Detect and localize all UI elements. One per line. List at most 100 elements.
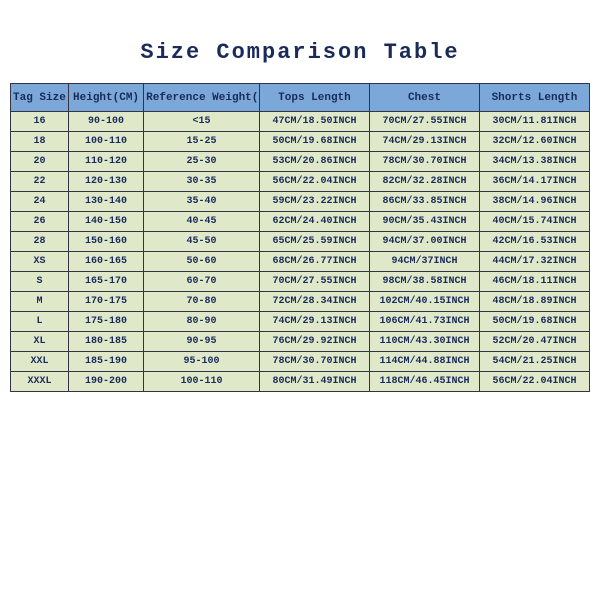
cell: 170-175: [68, 292, 143, 312]
cell: 50CM/19.68INCH: [259, 132, 369, 152]
cell: 34CM/13.38INCH: [479, 152, 589, 172]
cell: 185-190: [68, 352, 143, 372]
cell: 40CM/15.74INCH: [479, 212, 589, 232]
cell: 50-60: [144, 252, 260, 272]
cell: XL: [11, 332, 69, 352]
table-row: 18100-11015-2550CM/19.68INCH74CM/29.13IN…: [11, 132, 590, 152]
cell: 94CM/37.00INCH: [369, 232, 479, 252]
col-chest: Chest: [369, 84, 479, 112]
cell: 59CM/23.22INCH: [259, 192, 369, 212]
cell: 110CM/43.30INCH: [369, 332, 479, 352]
cell: 16: [11, 112, 69, 132]
table-body: 1690-100<1547CM/18.50INCH70CM/27.55INCH3…: [11, 112, 590, 392]
cell: 60-70: [144, 272, 260, 292]
cell: 68CM/26.77INCH: [259, 252, 369, 272]
cell: 95-100: [144, 352, 260, 372]
cell: 18: [11, 132, 69, 152]
cell: 100-110: [68, 132, 143, 152]
cell: S: [11, 272, 69, 292]
cell: 52CM/20.47INCH: [479, 332, 589, 352]
cell: 56CM/22.04INCH: [259, 172, 369, 192]
table-row: XL180-18590-9576CM/29.92INCH110CM/43.30I…: [11, 332, 590, 352]
cell: 102CM/40.15INCH: [369, 292, 479, 312]
cell: 90CM/35.43INCH: [369, 212, 479, 232]
cell: 47CM/18.50INCH: [259, 112, 369, 132]
cell: 24: [11, 192, 69, 212]
cell: 120-130: [68, 172, 143, 192]
cell: 26: [11, 212, 69, 232]
cell: <15: [144, 112, 260, 132]
cell: 62CM/24.40INCH: [259, 212, 369, 232]
page-title: Size Comparison Table: [10, 40, 590, 65]
cell: 35-40: [144, 192, 260, 212]
cell: 44CM/17.32INCH: [479, 252, 589, 272]
cell: 38CM/14.96INCH: [479, 192, 589, 212]
cell: 25-30: [144, 152, 260, 172]
table-row: XXL185-19095-10078CM/30.70INCH114CM/44.8…: [11, 352, 590, 372]
table-row: 24130-14035-4059CM/23.22INCH86CM/33.85IN…: [11, 192, 590, 212]
cell: 48CM/18.89INCH: [479, 292, 589, 312]
cell: 160-165: [68, 252, 143, 272]
size-comparison-table: Tag Size Height(CM) Reference Weight(KG)…: [10, 83, 590, 392]
cell: M: [11, 292, 69, 312]
cell: 180-185: [68, 332, 143, 352]
col-shorts-len: Shorts Length: [479, 84, 589, 112]
cell: 15-25: [144, 132, 260, 152]
cell: 100-110: [144, 372, 260, 392]
cell: L: [11, 312, 69, 332]
cell: 78CM/30.70INCH: [259, 352, 369, 372]
cell: 175-180: [68, 312, 143, 332]
cell: 70CM/27.55INCH: [259, 272, 369, 292]
col-tops-len: Tops Length: [259, 84, 369, 112]
cell: 82CM/32.28INCH: [369, 172, 479, 192]
cell: 70-80: [144, 292, 260, 312]
cell: 40-45: [144, 212, 260, 232]
col-height: Height(CM): [68, 84, 143, 112]
cell: 30-35: [144, 172, 260, 192]
cell: 74CM/29.13INCH: [259, 312, 369, 332]
cell: 80CM/31.49INCH: [259, 372, 369, 392]
cell: 74CM/29.13INCH: [369, 132, 479, 152]
cell: 46CM/18.11INCH: [479, 272, 589, 292]
table-row: 20110-12025-3053CM/20.86INCH78CM/30.70IN…: [11, 152, 590, 172]
cell: 94CM/37INCH: [369, 252, 479, 272]
cell: 118CM/46.45INCH: [369, 372, 479, 392]
cell: XS: [11, 252, 69, 272]
cell: 86CM/33.85INCH: [369, 192, 479, 212]
table-row: 26140-15040-4562CM/24.40INCH90CM/35.43IN…: [11, 212, 590, 232]
cell: 32CM/12.60INCH: [479, 132, 589, 152]
cell: 190-200: [68, 372, 143, 392]
cell: 165-170: [68, 272, 143, 292]
cell: 90-95: [144, 332, 260, 352]
cell: 140-150: [68, 212, 143, 232]
cell: 65CM/25.59INCH: [259, 232, 369, 252]
cell: 72CM/28.34INCH: [259, 292, 369, 312]
cell: 53CM/20.86INCH: [259, 152, 369, 172]
table-row: 1690-100<1547CM/18.50INCH70CM/27.55INCH3…: [11, 112, 590, 132]
cell: 78CM/30.70INCH: [369, 152, 479, 172]
cell: 22: [11, 172, 69, 192]
table-row: 22120-13030-3556CM/22.04INCH82CM/32.28IN…: [11, 172, 590, 192]
cell: 28: [11, 232, 69, 252]
cell: 76CM/29.92INCH: [259, 332, 369, 352]
table-row: XXXL190-200100-11080CM/31.49INCH118CM/46…: [11, 372, 590, 392]
size-table-container: Size Comparison Table Tag Size Height(CM…: [0, 0, 600, 402]
cell: 114CM/44.88INCH: [369, 352, 479, 372]
table-row: 28150-16045-5065CM/25.59INCH94CM/37.00IN…: [11, 232, 590, 252]
cell: XXXL: [11, 372, 69, 392]
table-row: S165-17060-7070CM/27.55INCH98CM/38.58INC…: [11, 272, 590, 292]
cell: 20: [11, 152, 69, 172]
cell: 50CM/19.68INCH: [479, 312, 589, 332]
cell: 106CM/41.73INCH: [369, 312, 479, 332]
table-row: XS160-16550-6068CM/26.77INCH94CM/37INCH4…: [11, 252, 590, 272]
cell: 110-120: [68, 152, 143, 172]
cell: 80-90: [144, 312, 260, 332]
cell: 98CM/38.58INCH: [369, 272, 479, 292]
cell: 30CM/11.81INCH: [479, 112, 589, 132]
cell: 56CM/22.04INCH: [479, 372, 589, 392]
cell: 36CM/14.17INCH: [479, 172, 589, 192]
cell: 54CM/21.25INCH: [479, 352, 589, 372]
cell: 130-140: [68, 192, 143, 212]
cell: 45-50: [144, 232, 260, 252]
cell: XXL: [11, 352, 69, 372]
